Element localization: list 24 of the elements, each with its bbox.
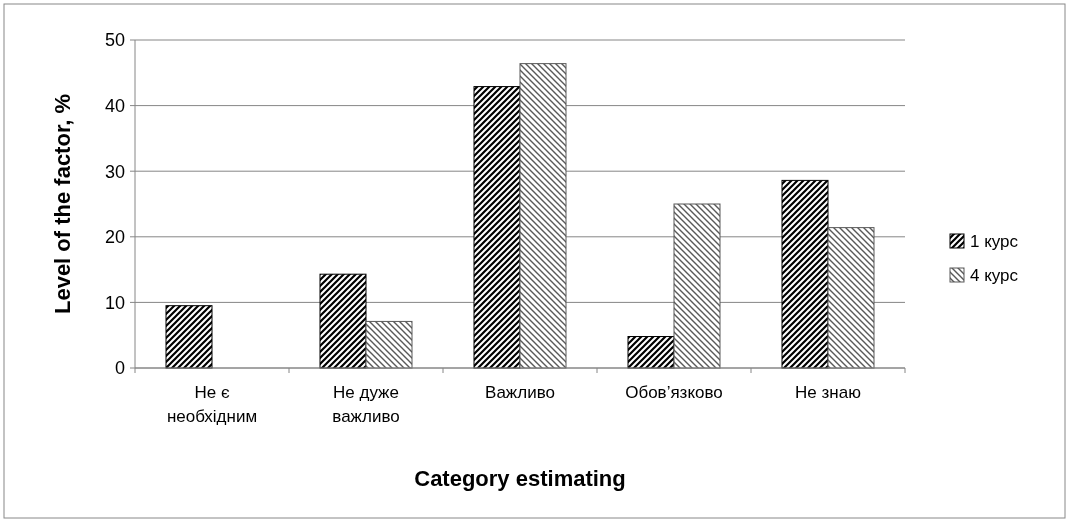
legend-label: 1 курс	[970, 231, 1019, 251]
x-tick-label: Обов’язково	[625, 383, 723, 402]
bar	[781, 179, 829, 369]
y-tick-label: 50	[104, 30, 125, 51]
x-tick-label: Не є необхідним	[166, 383, 258, 426]
legend-label: 4 курс	[970, 265, 1019, 285]
y-axis-title: Level of the factor, %	[50, 93, 75, 315]
x-tick-label: Важливо	[485, 383, 555, 402]
x-axis-title: Category estimating	[414, 466, 626, 491]
bar	[627, 336, 675, 369]
bar	[519, 63, 567, 369]
bar	[365, 320, 413, 369]
bar	[827, 227, 875, 369]
y-tick-label: 0	[114, 358, 125, 379]
y-tick-label: 30	[104, 161, 125, 182]
y-tick-label: 20	[104, 227, 125, 248]
y-tick-label: 40	[104, 95, 125, 116]
bar	[165, 305, 213, 369]
y-tick-label: 10	[104, 292, 125, 313]
bar	[673, 203, 721, 369]
bar	[473, 86, 521, 369]
x-tick-label: Не знаю	[795, 383, 862, 402]
x-tick-label: Не дуже важливо	[332, 383, 400, 426]
bar	[319, 273, 367, 369]
